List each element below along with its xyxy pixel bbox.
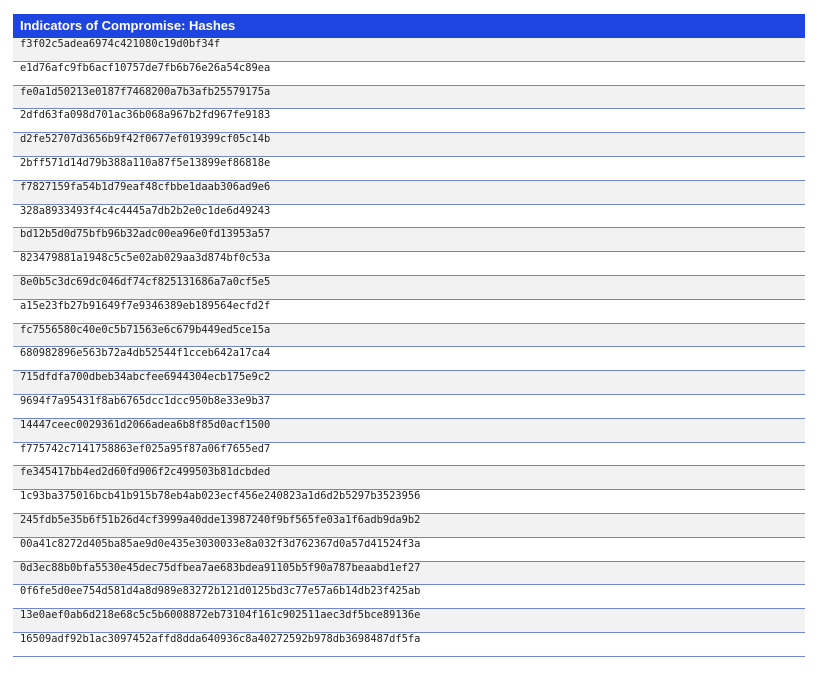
hash-row: 0d3ec88b0bfa5530e45dec75dfbea7ae683bdea9… <box>13 561 805 586</box>
ioc-hashes-table: Indicators of Compromise: Hashes f3f02c5… <box>13 14 805 657</box>
hash-row: bd12b5d0d75bfb96b32adc00ea96e0fd13953a57 <box>13 228 805 253</box>
hash-row: a15e23fb27b91649f7e9346389eb189564ecfd2f <box>13 299 805 324</box>
hash-row: 1c93ba375016bcb41b915b78eb4ab023ecf456e2… <box>13 490 805 514</box>
hash-row: 823479881a1948c5c5e02ab029aa3d874bf0c53a <box>13 252 805 276</box>
hash-row: 16509adf92b1ac3097452affd8dda640936c8a40… <box>13 632 805 657</box>
hash-row: e1d76afc9fb6acf10757de7fb6b76e26a54c89ea <box>13 61 805 86</box>
hash-row: 9694f7a95431f8ab6765dcc1dcc950b8e33e9b37 <box>13 394 805 419</box>
hash-row: 00a41c8272d405ba85ae9d0e435e3030033e8a03… <box>13 537 805 562</box>
hash-row: 8e0b5c3dc69dc046df74cf825131686a7a0cf5e5 <box>13 275 805 300</box>
hash-row: 2bff571d14d79b388a110a87f5e13899ef86818e <box>13 156 805 181</box>
hash-row: 14447ceec0029361d2066adea6b8f85d0acf1500 <box>13 418 805 443</box>
hash-row: 245fdb5e35b6f51b26d4cf3999a40dde13987240… <box>13 513 805 538</box>
table-body: f3f02c5adea6974c421080c19d0bf34f e1d76afc… <box>13 38 805 657</box>
hash-row: 2dfd63fa098d701ac36b068a967b2fd967fe9183 <box>13 109 805 134</box>
hash-row: 680982896e563b72a4db52544f1cceb642a17ca4 <box>13 347 805 372</box>
hash-row: f775742c7141758863ef025a95f87a06f7655ed7 <box>13 442 805 467</box>
hash-row: f3f02c5adea6974c421080c19d0bf34f <box>13 38 805 62</box>
hash-row: fc7556580c40e0c5b71563e6c679b449ed5ce15a <box>13 323 805 348</box>
hash-row: 0f6fe5d0ee754d581d4a8d989e83272b121d0125… <box>13 585 805 610</box>
hash-row: f7827159fa54b1d79eaf48cfbbe1daab306ad9e6 <box>13 180 805 205</box>
hash-row: d2fe52707d3656b9f42f0677ef019399cf05c14b <box>13 133 805 157</box>
table-title: Indicators of Compromise: Hashes <box>13 14 805 38</box>
hash-row: fe345417bb4ed2d60fd906f2c499503b81dcbded <box>13 466 805 491</box>
hash-row: fe0a1d50213e0187f7468200a7b3afb25579175a <box>13 85 805 110</box>
hash-row: 13e0aef0ab6d218e68c5c5b6008872eb73104f16… <box>13 609 805 633</box>
hash-row: 715dfdfa700dbeb34abcfee6944304ecb175e9c2 <box>13 371 805 395</box>
hash-row: 328a8933493f4c4c4445a7db2b2e0c1de6d49243 <box>13 204 805 229</box>
